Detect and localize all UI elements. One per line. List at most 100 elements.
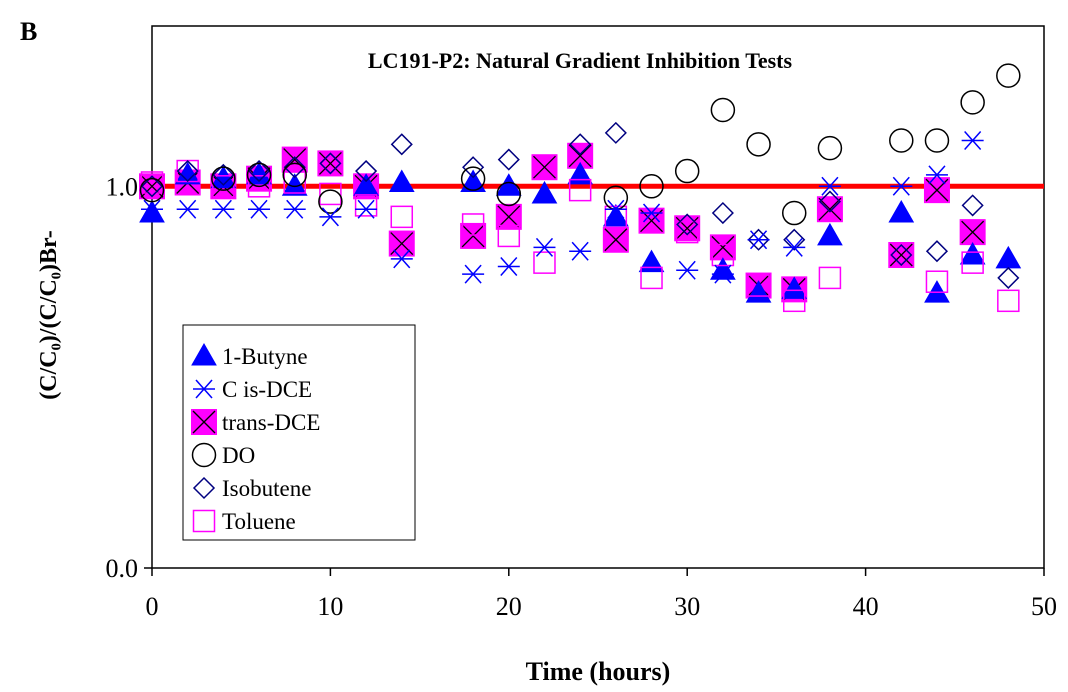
data-point-1-butyne bbox=[174, 161, 201, 185]
data-point-c-is-dce bbox=[961, 131, 984, 151]
data-point-c-is-dce bbox=[818, 176, 841, 196]
data-point-isobutene bbox=[711, 201, 734, 225]
x-tick-label: 20 bbox=[496, 592, 522, 621]
data-point-1-butyne bbox=[531, 180, 558, 204]
data-point-1-butyne bbox=[388, 169, 415, 192]
legend-label: C is-DCE bbox=[222, 377, 312, 402]
data-point-isobutene bbox=[890, 243, 913, 267]
data-point-toluene bbox=[568, 178, 592, 202]
legend-label: Isobutene bbox=[222, 476, 311, 501]
legend-marker bbox=[192, 476, 216, 500]
legend-marker bbox=[193, 379, 215, 399]
y-axis: 0.0 1.0 bbox=[106, 172, 152, 583]
data-point-toluene bbox=[997, 289, 1020, 313]
data-point-do bbox=[639, 174, 664, 199]
data-point-1-butyne bbox=[745, 280, 772, 303]
legend-marker bbox=[191, 342, 217, 366]
data-point-toluene bbox=[675, 220, 699, 244]
x-axis: 0 10 20 30 40 50 bbox=[146, 568, 1057, 621]
data-point-do bbox=[746, 132, 771, 157]
data-point-c-is-dce bbox=[925, 165, 948, 185]
data-point-do bbox=[674, 158, 700, 184]
data-point-isobutene bbox=[747, 228, 770, 251]
data-point-trans-dce bbox=[531, 154, 558, 181]
data-point-do bbox=[781, 200, 807, 226]
data-point-isobutene bbox=[283, 156, 306, 179]
data-point-c-is-dce bbox=[141, 199, 163, 219]
data-point-c-is-dce bbox=[783, 237, 806, 257]
data-point-c-is-dce bbox=[283, 199, 306, 219]
data-point-do bbox=[817, 135, 843, 161]
legend-label: DO bbox=[222, 443, 255, 468]
y-tick-label: 0.0 bbox=[106, 554, 139, 583]
data-point-do bbox=[496, 181, 522, 207]
data-point-c-is-dce bbox=[462, 264, 485, 284]
data-point-do bbox=[282, 162, 307, 188]
data-point-c-is-dce bbox=[711, 264, 734, 284]
data-point-isobutene bbox=[783, 228, 806, 251]
data-point-do bbox=[924, 128, 950, 153]
data-point-c-is-dce bbox=[248, 199, 271, 219]
data-point-1-butyne bbox=[460, 169, 486, 192]
legend-marker bbox=[192, 509, 216, 533]
data-point-c-is-dce bbox=[355, 199, 378, 219]
legend-label: trans-DCE bbox=[222, 410, 320, 435]
data-point-do bbox=[960, 90, 985, 115]
data-point-1-butyne bbox=[781, 276, 808, 299]
data-point-toluene bbox=[319, 182, 342, 206]
data-point-do bbox=[710, 97, 736, 123]
data-point-isobutene bbox=[355, 159, 378, 183]
data-point-toluene bbox=[747, 274, 770, 297]
data-point-c-is-dce bbox=[604, 199, 627, 219]
y-axis-label: (C/C₀)/(C/C₀)Br- bbox=[36, 230, 62, 399]
x-tick-label: 10 bbox=[317, 592, 343, 621]
y-tick-label: 1.0 bbox=[106, 172, 139, 201]
data-point-trans-dce bbox=[317, 150, 344, 177]
data-point-toluene bbox=[782, 289, 806, 313]
data-point-c-is-dce bbox=[176, 199, 199, 219]
data-point-toluene bbox=[140, 171, 164, 194]
data-point-do bbox=[996, 63, 1021, 88]
data-point-toluene bbox=[283, 171, 306, 194]
data-point-c-is-dce bbox=[497, 256, 520, 276]
data-point-isobutene bbox=[497, 148, 520, 171]
data-point-isobutene bbox=[140, 175, 164, 198]
data-point-toluene bbox=[640, 266, 663, 290]
data-point-trans-dce bbox=[388, 230, 415, 257]
data-point-do bbox=[889, 128, 914, 153]
data-point-toluene bbox=[533, 251, 556, 274]
data-point-toluene bbox=[497, 224, 521, 248]
data-point-toluene bbox=[604, 205, 628, 229]
legend-marker bbox=[191, 442, 217, 468]
data-point-isobutene bbox=[961, 194, 984, 217]
data-point-toluene bbox=[390, 205, 414, 229]
panel-label: B bbox=[20, 17, 37, 46]
data-point-c-is-dce bbox=[640, 203, 663, 223]
x-axis-label: Time (hours) bbox=[526, 657, 671, 686]
legend-marker bbox=[191, 409, 217, 435]
data-point-1-butyne bbox=[888, 200, 915, 223]
data-point-trans-dce bbox=[923, 177, 950, 204]
data-point-c-is-dce bbox=[533, 237, 556, 257]
data-point-do bbox=[318, 189, 343, 214]
data-point-trans-dce bbox=[888, 242, 915, 269]
data-point-isobutene bbox=[676, 213, 699, 236]
data-point-c-is-dce bbox=[747, 230, 770, 250]
data-point-isobutene bbox=[176, 159, 199, 183]
legend-label: Toluene bbox=[222, 509, 296, 534]
chart-title: LC191-P2: Natural Gradient Inhibition Te… bbox=[368, 48, 793, 73]
data-point-toluene bbox=[212, 175, 235, 198]
data-point-1-butyne bbox=[246, 161, 272, 185]
data-point-1-butyne bbox=[210, 165, 237, 189]
legend-box bbox=[182, 324, 416, 541]
data-point-isobutene bbox=[604, 121, 627, 144]
data-point-do bbox=[246, 162, 272, 188]
data-point-do bbox=[460, 166, 486, 191]
data-point-do bbox=[211, 166, 236, 191]
data-point-trans-dce bbox=[959, 219, 986, 246]
data-point-trans-dce bbox=[638, 207, 665, 234]
data-point-1-butyne bbox=[817, 222, 843, 246]
x-tick-label: 50 bbox=[1031, 592, 1057, 621]
data-point-trans-dce bbox=[460, 222, 487, 249]
data-point-isobutene bbox=[569, 133, 592, 156]
